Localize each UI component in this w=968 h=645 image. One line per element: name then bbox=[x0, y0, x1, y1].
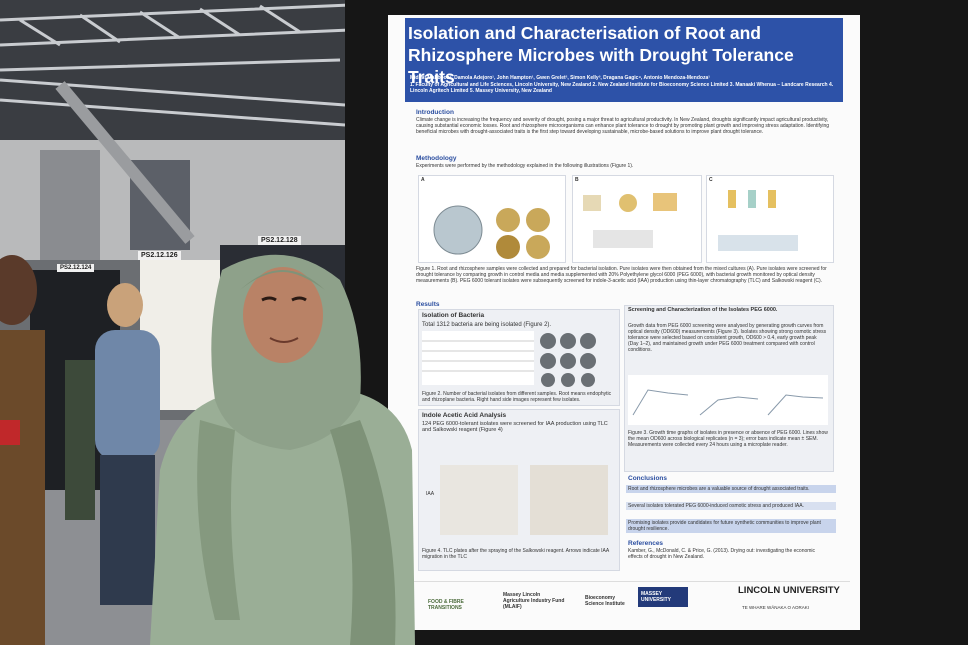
tlc-plate bbox=[440, 465, 518, 535]
sponsor-logo: Bioeconomy Science Institute bbox=[585, 595, 625, 607]
sponsor-logo: Massey Lincoln Agriculture Industry Fund… bbox=[503, 592, 565, 610]
section-heading: References bbox=[628, 540, 664, 547]
subheading: Screening and Characterization of the Is… bbox=[628, 307, 778, 313]
panel-label: A bbox=[421, 177, 425, 183]
sponsor-tagline: TE WHARE WĀNAKA O AORAKI bbox=[742, 605, 810, 610]
section-heading: Results bbox=[416, 301, 440, 308]
section-heading: Methodology bbox=[416, 155, 457, 162]
poster: Isolation and Characterisation of Root a… bbox=[388, 15, 860, 630]
booth-sign: PS2.12.126 bbox=[138, 251, 181, 260]
panel-label: C bbox=[709, 177, 713, 183]
reference: Kamber, G., McDonald, C. & Price, G. (20… bbox=[628, 548, 816, 560]
panel-label: B bbox=[575, 177, 579, 183]
booth-sign: PS2.12.124 bbox=[57, 264, 95, 272]
figure-illustrations bbox=[433, 190, 798, 259]
subheading: Indole Acetic Acid Analysis bbox=[422, 412, 507, 419]
booth-sign: PS2.12.128 bbox=[258, 236, 301, 245]
poster-title: Isolation and Characterisation of Root a… bbox=[408, 23, 794, 87]
figure-panel bbox=[572, 175, 702, 263]
figure-caption: Figure 3. Growth time graphs of isolates… bbox=[628, 430, 828, 448]
sponsor-logo: FOOD & FIBRE TRANSITIONS bbox=[428, 599, 464, 611]
tlc-plate bbox=[530, 465, 608, 535]
authors: Midhat Mahboob¹, Damola Adejoro¹, John H… bbox=[410, 75, 710, 81]
sponsor-logo: MASSEY UNIVERSITY bbox=[638, 587, 688, 607]
paragraph: 124 PEG 6000-tolerant isolates were scre… bbox=[422, 421, 608, 433]
paragraph: Experiments were performed by the method… bbox=[416, 163, 634, 169]
section-heading: Introduction bbox=[416, 109, 454, 116]
figure-caption: Figure 4. TLC plates after the spraying … bbox=[422, 548, 609, 560]
paragraph: Growth data from PEG 6000 screening were… bbox=[628, 323, 827, 353]
title-band bbox=[405, 18, 843, 102]
section-heading: Conclusions bbox=[628, 475, 668, 482]
figure-caption: Figure 2. Number of bacterial isolates f… bbox=[422, 391, 612, 403]
sponsor-logo: LINCOLN UNIVERSITY bbox=[738, 585, 840, 596]
conclusion-item: Promising isolates provide candidates fo… bbox=[626, 519, 836, 533]
sponsor-strip bbox=[398, 581, 850, 624]
paragraph: Total 1312 bacteria are being isolated (… bbox=[422, 322, 552, 328]
figure-caption: Figure 1. Root and rhizosphere samples w… bbox=[416, 266, 827, 284]
plate-marker: IAA bbox=[426, 491, 435, 497]
subheading: Isolation of Bacteria bbox=[422, 312, 485, 319]
figure-2 bbox=[422, 331, 596, 387]
conclusion-item: Several isolates tolerated PEG 6000-indu… bbox=[626, 502, 836, 510]
paragraph: Climate change is increasing the frequen… bbox=[416, 117, 830, 135]
conclusion-item: Root and rhizosphere microbes are a valu… bbox=[626, 485, 836, 493]
affiliations: 1. Faculty of Agricultural and Life Scie… bbox=[410, 82, 834, 94]
figure-3 bbox=[628, 375, 828, 425]
